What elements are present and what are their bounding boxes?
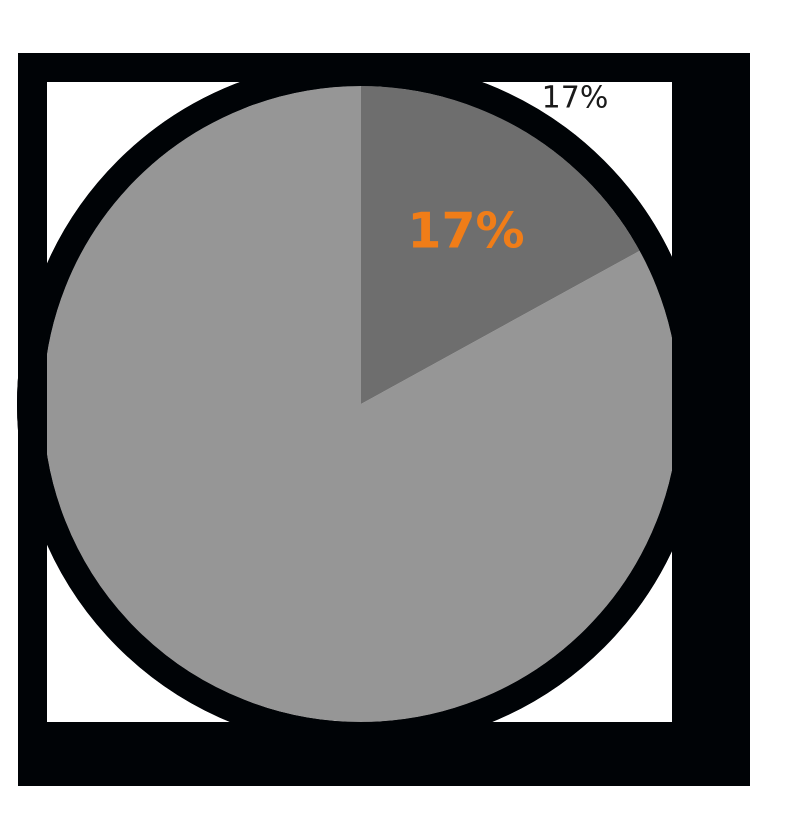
black-square-frame-overlay bbox=[18, 53, 750, 786]
inner-percent-label: 17% bbox=[407, 203, 524, 260]
pie-slice-light[interactable]: Segment 2 bbox=[43, 86, 680, 722]
outer-percent-label: 17% bbox=[542, 81, 609, 116]
pie-slice-dark[interactable]: Segment 1 bbox=[361, 86, 640, 404]
